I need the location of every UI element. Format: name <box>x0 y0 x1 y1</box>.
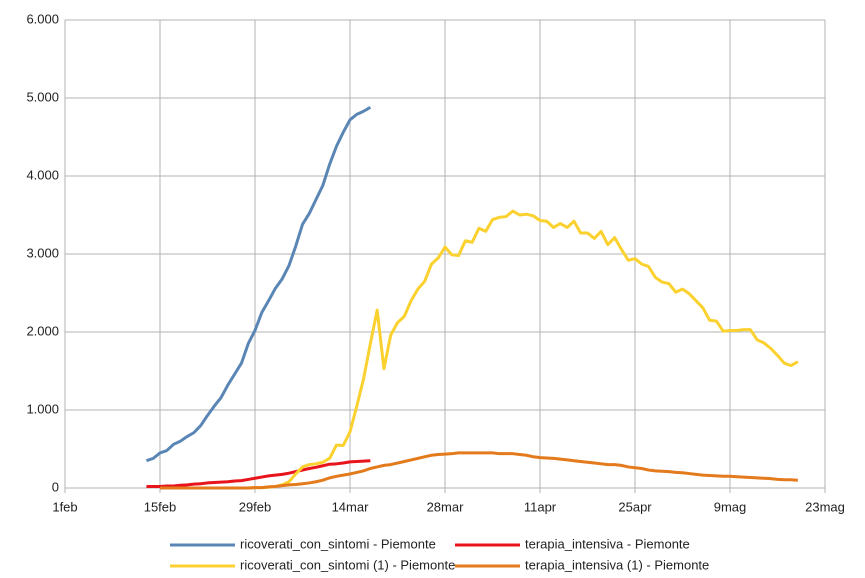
y-tick-label: 2.000 <box>26 323 59 338</box>
legend-label: ricoverati_con_sintomi (1) - Piemonte <box>240 557 455 572</box>
y-tick-label: 1.000 <box>26 401 59 416</box>
legend-label: terapia_intensiva - Piemonte <box>525 536 690 551</box>
x-tick-label: 15feb <box>144 499 177 514</box>
y-tick-label: 0 <box>52 479 59 494</box>
x-tick-label: 23mag <box>805 499 845 514</box>
y-tick-label: 5.000 <box>26 89 59 104</box>
x-tick-label: 9mag <box>714 499 747 514</box>
x-tick-label: 28mar <box>427 499 465 514</box>
legend-label: ricoverati_con_sintomi - Piemonte <box>240 536 436 551</box>
y-tick-label: 3.000 <box>26 245 59 260</box>
x-tick-label: 11apr <box>524 499 557 514</box>
x-tick-label: 1feb <box>52 499 77 514</box>
y-tick-label: 6.000 <box>26 11 59 26</box>
legend-label: terapia_intensiva (1) - Piemonte <box>525 557 709 572</box>
x-tick-label: 14mar <box>332 499 370 514</box>
series-line <box>145 106 372 463</box>
x-tick-label: 25apr <box>618 499 652 514</box>
x-tick-label: 29feb <box>239 499 272 514</box>
y-tick-label: 4.000 <box>26 167 59 182</box>
series-line <box>160 209 799 490</box>
series-line <box>146 459 371 488</box>
series-line <box>160 451 798 490</box>
